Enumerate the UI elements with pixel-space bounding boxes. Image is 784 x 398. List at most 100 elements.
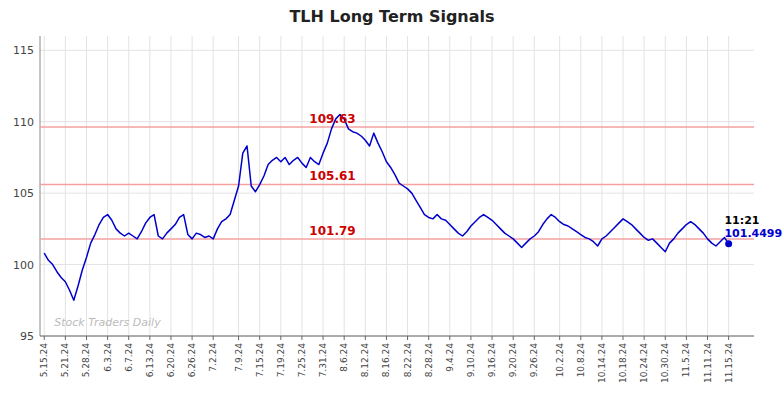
grid-line-x <box>213 36 214 336</box>
x-tick-label: 5.28.24 <box>81 343 91 378</box>
x-tick-label: 5.21.24 <box>60 343 70 378</box>
x-tick-label: 7.15.24 <box>255 343 265 378</box>
x-tick-label: 6.3.24 <box>103 343 113 372</box>
x-tick <box>323 336 324 340</box>
x-tick <box>449 336 450 340</box>
x-tick <box>238 336 239 340</box>
grid-line-x <box>407 36 408 336</box>
grid-line-x <box>686 36 687 336</box>
grid-line-x <box>386 36 387 336</box>
x-tick <box>365 336 366 340</box>
x-tick <box>428 336 429 340</box>
x-tick <box>534 336 535 340</box>
x-tick <box>686 336 687 340</box>
grid-line-y <box>40 336 754 337</box>
watermark: Stock Traders Daily <box>54 316 161 329</box>
grid-line-x <box>170 36 171 336</box>
x-tick-label: 7.19.24 <box>276 343 286 378</box>
x-tick <box>149 336 150 340</box>
reference-label: 109.63 <box>309 112 355 126</box>
reference-line <box>40 126 754 128</box>
price-line <box>44 115 728 301</box>
x-tick-label: 11.5.24 <box>681 343 691 378</box>
reference-label: 101.79 <box>309 224 355 238</box>
grid-line-x <box>107 36 108 336</box>
x-tick-label: 8.16.24 <box>381 343 391 378</box>
x-tick-label: 10.8.24 <box>576 343 586 378</box>
grid-line-x <box>44 36 45 336</box>
x-axis-line <box>40 336 754 337</box>
grid-line-x <box>280 36 281 336</box>
grid-line-x <box>344 36 345 336</box>
grid-line-x <box>301 36 302 336</box>
x-tick-label: 10.2.24 <box>555 343 565 378</box>
grid-line-x <box>365 36 366 336</box>
x-tick <box>280 336 281 340</box>
y-tick-label: 95 <box>20 330 34 343</box>
x-tick <box>665 336 666 340</box>
grid-line-x <box>728 36 729 336</box>
x-tick-label: 7.25.24 <box>297 343 307 378</box>
x-tick-label: 9.4.24 <box>445 343 455 372</box>
x-tick-label: 8.22.24 <box>403 343 413 378</box>
grid-line-x <box>86 36 87 336</box>
grid-line-x <box>449 36 450 336</box>
plot-area <box>40 115 754 301</box>
grid-line-x <box>192 36 193 336</box>
x-tick <box>492 336 493 340</box>
x-tick <box>407 336 408 340</box>
x-tick-label: 9.20.24 <box>508 343 518 378</box>
grid-line-x <box>128 36 129 336</box>
x-tick <box>513 336 514 340</box>
x-tick-label: 6.13.24 <box>145 343 155 378</box>
x-tick-label: 8.12.24 <box>360 343 370 378</box>
x-tick-label: 7.31.24 <box>318 343 328 378</box>
x-tick-label: 9.26.24 <box>529 343 539 378</box>
x-tick-label: 5.15.24 <box>39 343 49 378</box>
x-tick-label: 9.16.24 <box>487 343 497 378</box>
last-point <box>725 240 732 247</box>
x-tick <box>107 336 108 340</box>
grid-line-x <box>149 36 150 336</box>
grid-line-x <box>470 36 471 336</box>
x-tick <box>128 336 129 340</box>
x-tick-label: 8.6.24 <box>339 343 349 372</box>
grid-line-y <box>40 50 754 51</box>
grid-line-x <box>580 36 581 336</box>
grid-line-y <box>40 264 754 265</box>
y-tick-label: 110 <box>13 116 34 129</box>
x-tick <box>170 336 171 340</box>
grid-line-x <box>492 36 493 336</box>
grid-line-x <box>707 36 708 336</box>
grid-line-x <box>559 36 560 336</box>
x-tick-label: 7.2.24 <box>208 343 218 372</box>
title: TLH Long Term Signals <box>289 7 494 26</box>
grid-line-x <box>513 36 514 336</box>
grid-line-y <box>40 193 754 194</box>
chart: TLH Long Term Signals951001051101155.15.… <box>0 0 784 398</box>
x-tick <box>580 336 581 340</box>
x-tick-label: 11.11.24 <box>703 343 713 383</box>
x-tick <box>259 336 260 340</box>
x-tick <box>65 336 66 340</box>
x-tick-label: 9.10.24 <box>466 343 476 378</box>
grid-line-x <box>65 36 66 336</box>
x-tick-label: 6.20.24 <box>166 343 176 378</box>
x-tick-label: 6.26.24 <box>187 343 197 378</box>
annotation-time: 11:21 <box>724 214 759 227</box>
x-tick-label: 10.30.24 <box>660 343 670 383</box>
last-value-label: 101.4499 <box>724 227 782 240</box>
grid-line-x <box>428 36 429 336</box>
x-tick <box>559 336 560 340</box>
x-tick <box>707 336 708 340</box>
grid-line-x <box>601 36 602 336</box>
x-tick <box>623 336 624 340</box>
x-tick-label: 10.24.24 <box>639 343 649 383</box>
grid-line-x <box>323 36 324 336</box>
x-tick <box>344 336 345 340</box>
y-axis-line <box>40 36 41 336</box>
x-tick <box>644 336 645 340</box>
grid-line-x <box>534 36 535 336</box>
y-tick-label: 105 <box>13 187 34 200</box>
y-tick-label: 100 <box>13 259 34 272</box>
